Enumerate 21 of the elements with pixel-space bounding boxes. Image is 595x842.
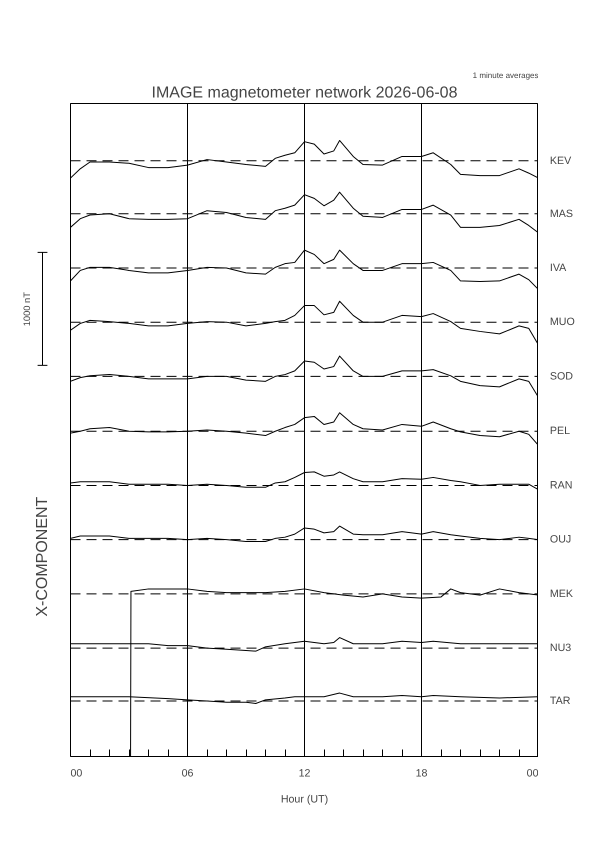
ref-line-label: MUO [550, 316, 575, 328]
text: X-COMPONENT [34, 496, 51, 617]
ref-line-label: OUJ [550, 534, 572, 546]
x-tick-label: 12 [298, 768, 310, 780]
ref-line-label: IVA [550, 262, 568, 274]
ref-line-label: PEL [550, 425, 570, 438]
text: 1 minute averages [472, 71, 539, 80]
x-tick-label: 18 [416, 768, 428, 780]
ref-line-label: MAS [550, 208, 573, 220]
y-axis-title: 1000 nT [22, 292, 32, 326]
ref-line-label: SOD [550, 370, 574, 382]
x-tick-label: 06 [182, 768, 194, 780]
x-axis-title: Hour (UT) [280, 794, 328, 806]
chart-title: IMAGE magnetometer network 2026-06-08 [152, 84, 458, 102]
ref-line-label: MEK [550, 588, 573, 600]
ref-line-label: NU3 [550, 642, 572, 654]
x-tick-label: 00 [526, 768, 539, 780]
ref-line-label: KEV [550, 154, 572, 167]
ref-line-label: RAN [550, 479, 572, 492]
x-tick-label: 00 [70, 768, 82, 780]
ref-line-label: TAR [550, 695, 571, 708]
